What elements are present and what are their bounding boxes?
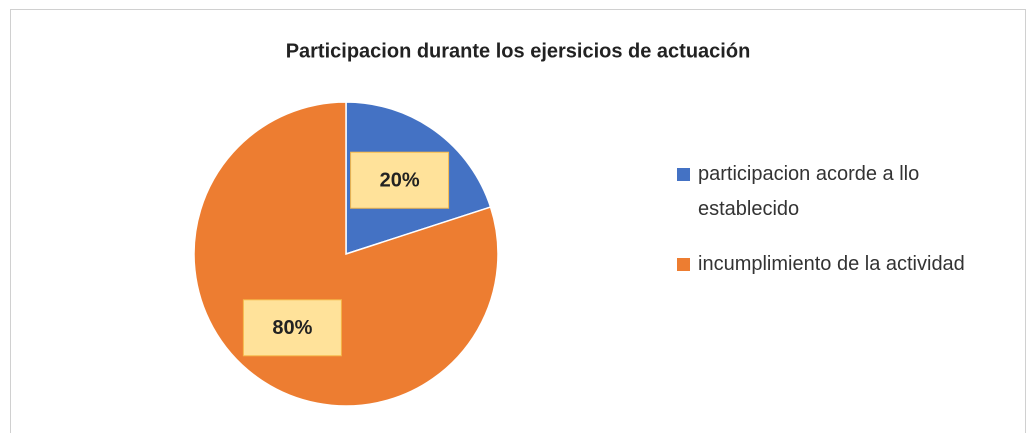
data-label: 20% [380,169,420,191]
legend-swatch [677,168,690,181]
legend-line: incumplimiento de la actividad [698,253,965,275]
chart-frame [10,9,1026,433]
data-label-box [242,299,342,357]
legend-swatch [677,258,690,271]
legend-line: establecido [698,198,799,220]
data-label: 80% [272,317,312,339]
legend-label: participacion acorde a llo establecido [698,163,919,220]
legend-line: participacion acorde a llo [698,163,919,185]
legend-label: incumplimiento de la actividad [698,253,965,275]
chart-title: Participacion durante los ejersicios de … [286,40,751,62]
data-label-box [350,151,450,209]
